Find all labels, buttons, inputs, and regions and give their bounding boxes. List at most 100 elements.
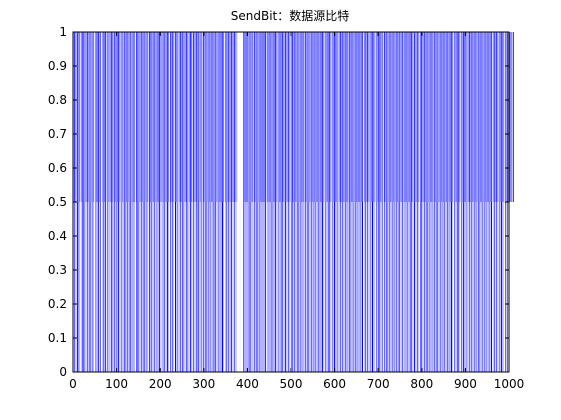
- bar-gap: [420, 202, 422, 372]
- bar-gap: [248, 202, 250, 372]
- bar-gap: [408, 202, 410, 372]
- bar-gap: [140, 202, 142, 372]
- bar-gap: [217, 202, 219, 372]
- bar-gap: [383, 202, 385, 372]
- bar-gap: [158, 202, 159, 372]
- y-tick-label: 0.1: [48, 331, 67, 345]
- bar-gap: [87, 202, 89, 372]
- bar-gap: [94, 202, 96, 372]
- bar-gap: [252, 202, 253, 372]
- bar-gap: [173, 202, 175, 372]
- bar-gap: [479, 202, 481, 372]
- bar-gap: [354, 202, 356, 372]
- bar-gap: [125, 202, 127, 372]
- bar-gap: [192, 202, 194, 372]
- bar-gap: [335, 202, 336, 372]
- bar-gap: [237, 202, 239, 372]
- bar-gap: [374, 202, 376, 372]
- bar-gap: [498, 202, 499, 372]
- bar-gap: [393, 202, 394, 372]
- bar-gap: [383, 202, 384, 372]
- bar-gap: [414, 202, 416, 372]
- bar-gap: [336, 202, 338, 372]
- bar-gap: [278, 202, 280, 372]
- bar-gap: [224, 202, 226, 372]
- bar-gap: [375, 202, 376, 372]
- bar-gap: [364, 202, 366, 372]
- bar-gap: [428, 202, 430, 372]
- bar-gap: [405, 202, 407, 372]
- bar-gap: [237, 202, 239, 372]
- chart-title: SendBit：数据源比特: [231, 8, 350, 23]
- bar-gap: [512, 202, 514, 372]
- bar-gap: [232, 202, 234, 372]
- bar-gap: [170, 202, 172, 372]
- bar-gap: [502, 202, 503, 372]
- bar-gap: [79, 202, 80, 372]
- bar-gap: [265, 202, 267, 372]
- bar-gap: [263, 202, 264, 372]
- y-tick-label: 0.6: [48, 161, 67, 175]
- bar-gap: [164, 202, 166, 372]
- bar-gap: [385, 202, 387, 372]
- y-tick-label: 0.5: [48, 195, 67, 209]
- bar-gap: [409, 202, 410, 372]
- bar-gap: [97, 202, 98, 372]
- bar-gap: [449, 202, 451, 372]
- bar-gap: [459, 202, 461, 372]
- bar-gap: [301, 202, 303, 372]
- bar-gap: [94, 202, 96, 372]
- bar-gap: [464, 202, 465, 372]
- bar-gap: [75, 202, 77, 372]
- bar-gap: [191, 202, 192, 372]
- bar-gap: [82, 202, 84, 372]
- bar-gap: [131, 202, 132, 372]
- bar-gap: [422, 202, 424, 372]
- bar-gap: [473, 202, 475, 372]
- bar-gap: [160, 202, 162, 372]
- bar-gap: [101, 202, 103, 372]
- x-tick-label: 600: [323, 377, 346, 391]
- bar-gap: [123, 202, 124, 372]
- bar-gap: [293, 202, 295, 372]
- bar-gap: [280, 202, 281, 372]
- bar-gap: [298, 202, 300, 372]
- bar-gap: [456, 202, 458, 372]
- bar-gap: [185, 202, 187, 372]
- bar-gap: [452, 202, 454, 372]
- bar-gap: [141, 202, 143, 372]
- bar-gap: [151, 202, 153, 372]
- bar-gap: [148, 202, 150, 372]
- bar-gap: [270, 202, 271, 372]
- bar-gap: [220, 202, 221, 372]
- y-tick-label: 0.3: [48, 263, 67, 277]
- bar-gap: [169, 202, 170, 372]
- bar-gap: [127, 202, 129, 372]
- bar-gap: [499, 202, 501, 372]
- bar-gap: [441, 202, 443, 372]
- bar-gap: [493, 202, 495, 372]
- bar-gap: [202, 202, 204, 372]
- bar-gap: [431, 202, 432, 372]
- bar-gap: [155, 202, 157, 372]
- bar-gap: [147, 202, 148, 372]
- bar-gap: [483, 202, 485, 372]
- bar-gap: [264, 202, 265, 372]
- bar-gap: [100, 202, 102, 372]
- bar-gap: [424, 202, 426, 372]
- bar-gap: [433, 202, 435, 372]
- bar-gap: [407, 202, 409, 372]
- bar-gap: [273, 202, 274, 372]
- bar-gap: [138, 202, 140, 372]
- bar-gap: [228, 202, 230, 372]
- bar-gap: [219, 202, 220, 372]
- bar-gap: [122, 202, 124, 372]
- bar-gap: [394, 202, 396, 372]
- bar-gap: [241, 202, 243, 372]
- bar-gap: [238, 202, 240, 372]
- bar-gap: [353, 202, 355, 372]
- bar-gap: [284, 202, 285, 372]
- bar-gap: [153, 202, 155, 372]
- bar-gap: [397, 202, 399, 372]
- bar-gap: [181, 202, 183, 372]
